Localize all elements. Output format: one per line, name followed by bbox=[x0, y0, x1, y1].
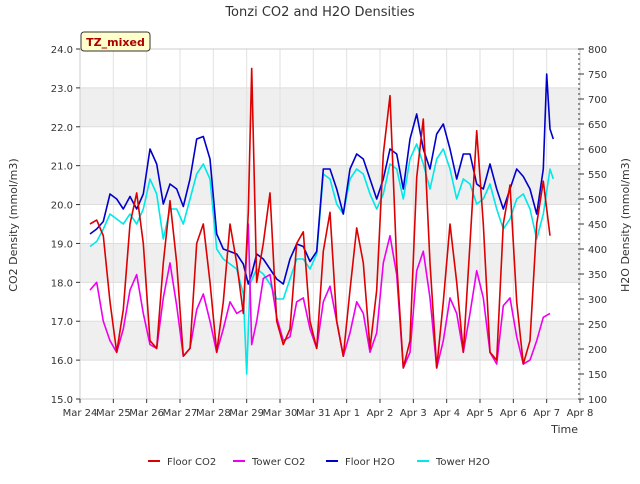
y-left-tick-label: 17.0 bbox=[51, 317, 73, 328]
x-tick-label: Mar 29 bbox=[229, 408, 264, 419]
y-right-tick-label: 700 bbox=[588, 95, 607, 106]
y-right-tick-label: 750 bbox=[588, 70, 607, 81]
y-right-tick-label: 400 bbox=[588, 245, 607, 256]
y-left-tick-label: 21.0 bbox=[51, 162, 73, 173]
x-tick-label: Apr 7 bbox=[533, 408, 560, 419]
x-axis-label: Time bbox=[550, 423, 578, 436]
series-layer bbox=[89, 67, 555, 375]
background-band bbox=[80, 87, 580, 127]
chart-title: Tonzi CO2 and H2O Densities bbox=[224, 5, 415, 20]
y-right-tick-label: 250 bbox=[588, 320, 607, 331]
y-axis-right: 100 150 200 250 300 350 400 450 500 550 600 650 700 7… bbox=[578, 45, 607, 406]
x-tick-label: Apr 2 bbox=[367, 408, 394, 419]
y-right-tick-label: 300 bbox=[588, 295, 607, 306]
background-band bbox=[80, 243, 580, 283]
legend-label-floor-co2: Floor CO2 bbox=[167, 457, 216, 468]
y-left-tick-label: 22.0 bbox=[51, 123, 73, 134]
y-axis-label-left: CO2 Density (mmol/m3) bbox=[7, 158, 20, 291]
legend-label-tower-h2o: Tower H2O bbox=[435, 457, 490, 468]
x-tick-label: Apr 1 bbox=[333, 408, 360, 419]
site-label-box: TZ_mixed bbox=[80, 31, 151, 52]
series-line-floor-h2o bbox=[89, 73, 555, 285]
y-right-tick-label: 500 bbox=[588, 195, 607, 206]
x-tick-label: Mar 24 bbox=[63, 408, 98, 419]
y-right-tick-label: 600 bbox=[588, 145, 607, 156]
x-tick-label: Apr 3 bbox=[400, 408, 427, 419]
y-left-tick-label: 19.0 bbox=[51, 239, 73, 250]
legend-label-floor-h2o: Floor H2O bbox=[345, 457, 395, 468]
y-right-tick-label: 550 bbox=[588, 170, 607, 181]
x-tick-label: Mar 25 bbox=[96, 408, 131, 419]
y-right-tick-label: 450 bbox=[588, 220, 607, 231]
y-right-tick-label: 150 bbox=[588, 370, 607, 381]
y-left-tick-label: 20.0 bbox=[51, 201, 73, 212]
background-bands bbox=[80, 87, 580, 361]
x-tick-label: Apr 8 bbox=[567, 408, 594, 419]
y-left-tick-label: 16.0 bbox=[51, 356, 73, 367]
legend-label-tower-co2: Tower CO2 bbox=[251, 457, 305, 468]
background-band bbox=[80, 165, 580, 205]
x-tick-label: Mar 30 bbox=[263, 408, 298, 419]
legend: Floor CO2 Tower CO2 Floor H2O Tower H2O bbox=[148, 457, 490, 468]
x-tick-label: Mar 26 bbox=[129, 408, 164, 419]
y-right-tick-label: 650 bbox=[588, 120, 607, 131]
x-tick-label: Mar 28 bbox=[196, 408, 231, 419]
y-right-tick-label: 100 bbox=[588, 395, 607, 406]
background-band bbox=[80, 321, 580, 361]
y-axis-left: 15.0 16.0 17.0 18.0 19.0 20.0 21.0 22.0 23.0 24.0 bbox=[51, 45, 80, 406]
series-line-floor-co2 bbox=[89, 67, 551, 369]
y-left-tick-label: 23.0 bbox=[51, 84, 73, 95]
site-label-background bbox=[80, 31, 151, 52]
x-tick-label: Mar 27 bbox=[163, 408, 198, 419]
x-tick-label: Apr 4 bbox=[433, 408, 460, 419]
y-right-tick-label: 200 bbox=[588, 345, 607, 356]
x-tick-label: Apr 6 bbox=[500, 408, 527, 419]
y-right-tick-label: 800 bbox=[588, 45, 607, 56]
x-tick-label: Mar 31 bbox=[296, 408, 331, 419]
y-right-tick-label: 350 bbox=[588, 270, 607, 281]
y-left-tick-label: 18.0 bbox=[51, 278, 73, 289]
y-axis-label-right: H2O Density (mmol/m3) bbox=[619, 158, 632, 292]
x-tick-label: Apr 5 bbox=[467, 408, 494, 419]
site-label: TZ_mixed bbox=[86, 36, 145, 49]
y-left-tick-label: 24.0 bbox=[51, 45, 73, 56]
y-left-tick-label: 15.0 bbox=[51, 395, 73, 406]
